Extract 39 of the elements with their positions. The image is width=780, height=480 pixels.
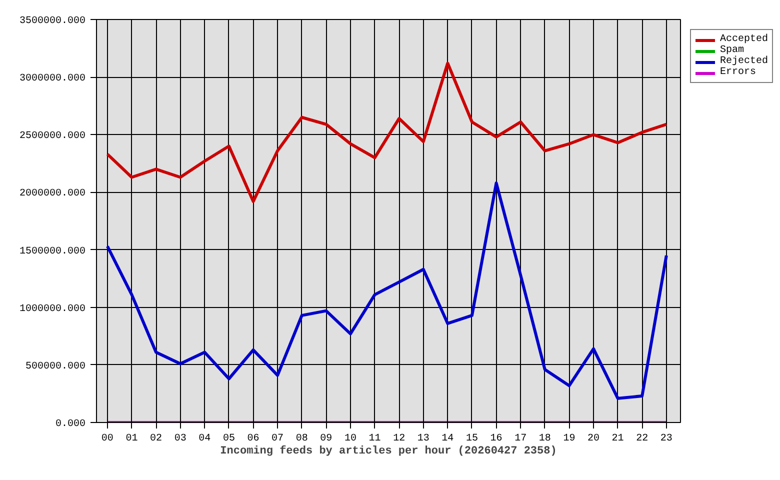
y-tick-label: 2500000.000 (19, 131, 86, 142)
y-tick-label: 3000000.000 (19, 74, 86, 85)
x-tick-label: 21 (612, 434, 624, 444)
x-tick-label: 04 (198, 434, 211, 444)
x-tick-label: 11 (368, 434, 381, 444)
legend-label: Spam (720, 45, 744, 56)
x-tick-label: 17 (514, 434, 527, 444)
x-tick-label: 07 (272, 434, 284, 444)
legend-label: Accepted (720, 34, 768, 45)
x-axis-title: Incoming feeds by articles per hour (20260427 2358) (220, 444, 557, 458)
line-series (106, 182, 668, 400)
y-tick-label: 500000.000 (25, 361, 86, 372)
legend-label: Errors (720, 67, 756, 78)
x-tick-label: 20 (587, 434, 600, 444)
x-tick-label: 19 (563, 434, 576, 444)
x-tick-label: 18 (538, 434, 551, 444)
y-tick-label: 1000000.000 (19, 304, 86, 315)
x-tick-label: 23 (660, 434, 672, 444)
x-tick-label: 08 (296, 434, 308, 444)
x-tick-label: 15 (466, 434, 478, 444)
x-tick-label: 16 (490, 434, 502, 444)
x-tick-label: 10 (344, 434, 356, 444)
x-tick-label: 13 (417, 434, 430, 444)
y-tick-label: 1500000.000 (19, 246, 86, 258)
x-tick-label: 22 (636, 434, 648, 444)
legend-label: Rejected (720, 56, 768, 67)
line-series (106, 62, 668, 203)
x-tick-label: 01 (126, 434, 138, 444)
x-tick-label: 09 (320, 434, 332, 444)
x-tick-label: 05 (222, 434, 235, 444)
y-tick-label: 2000000.000 (19, 188, 86, 200)
x-tick-label: 06 (247, 434, 260, 444)
x-tick-label: 00 (101, 434, 114, 444)
x-tick-label: 14 (442, 434, 454, 444)
y-tick-label: 3500000.000 (19, 16, 86, 27)
y-tick-label: 0.000 (55, 419, 86, 430)
x-tick-label: 02 (150, 434, 162, 444)
x-tick-label: 03 (174, 434, 186, 444)
x-tick-label: 12 (393, 434, 406, 444)
